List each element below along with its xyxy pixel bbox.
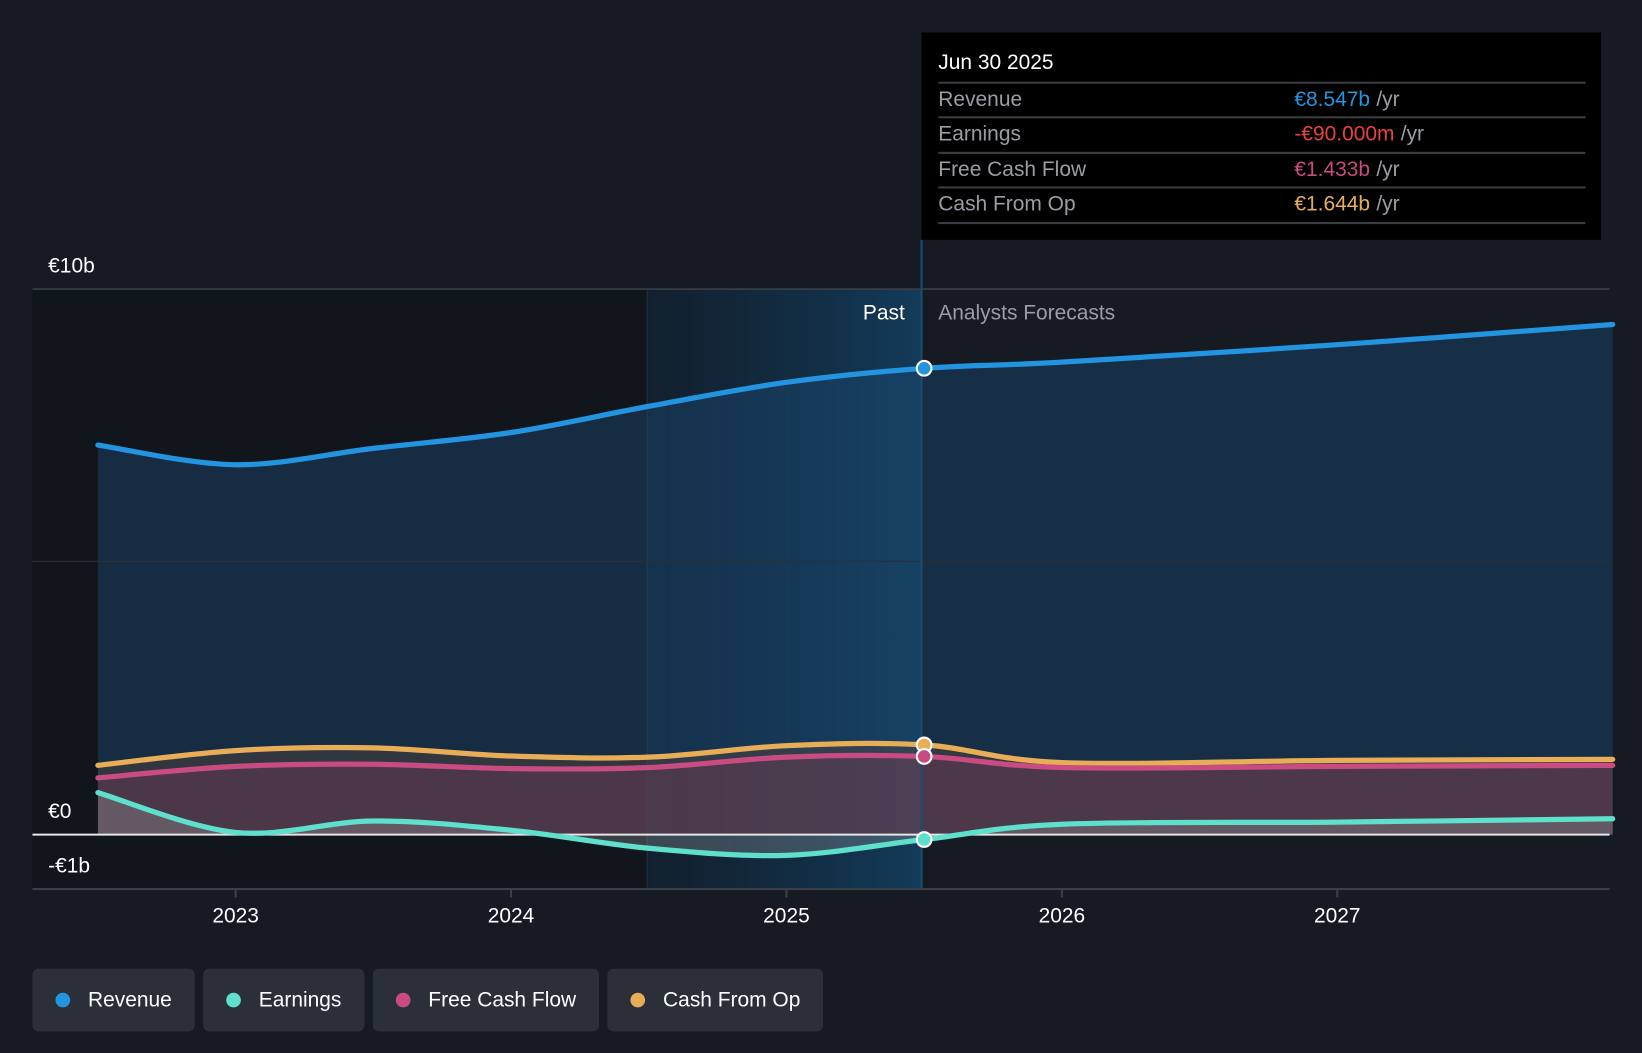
tooltip-date: Jun 30 2025 xyxy=(938,51,1054,75)
tooltip-row-cfo: Cash From Op €1.644b/yr xyxy=(938,186,1586,223)
legend-label: Revenue xyxy=(87,988,172,1012)
fcf-dot-icon xyxy=(395,992,411,1008)
tooltip-label: Earnings xyxy=(938,122,1021,146)
revenue-marker xyxy=(915,359,933,377)
earnings-line xyxy=(95,789,1616,859)
y-tick-label: €10b xyxy=(48,254,95,277)
revenue-line xyxy=(95,321,1616,468)
legend-label: Earnings xyxy=(258,988,342,1012)
legend-label: Cash From Op xyxy=(663,988,801,1012)
tooltip-label: Revenue xyxy=(938,87,1023,112)
legend-item-revenue[interactable]: Revenue xyxy=(32,968,195,1032)
tooltip-divider xyxy=(938,222,1586,225)
past-label: Past xyxy=(863,301,905,324)
x-tick-label: 2024 xyxy=(488,905,535,928)
tooltip-label: Cash From Op xyxy=(938,192,1076,216)
legend: Revenue Earnings Free Cash Flow Cash Fro… xyxy=(32,968,824,1032)
forecast-label: Analysts Forecasts xyxy=(938,301,1115,324)
legend-item-cash-from-op[interactable]: Cash From Op xyxy=(607,968,824,1032)
tooltip-value: €1.433b/yr xyxy=(1294,158,1400,182)
cfo-dot-icon xyxy=(630,992,646,1008)
free-cash-flow-line xyxy=(95,752,1616,781)
tooltip-label: Free Cash Flow xyxy=(938,158,1087,182)
earnings-marker xyxy=(915,831,933,848)
tooltip-value: €1.644b/yr xyxy=(1294,192,1400,216)
free-cash-flow-area xyxy=(97,755,1613,835)
legend-label: Free Cash Flow xyxy=(428,988,577,1012)
x-tick-label: 2025 xyxy=(763,905,810,928)
pre-highlight-region xyxy=(32,289,648,890)
free-cash-flow-marker xyxy=(915,748,933,765)
x-tick-label: 2026 xyxy=(1039,905,1086,928)
tooltip: Jun 30 2025 Revenue €8.547b/yr Earnings … xyxy=(921,32,1602,240)
tooltip-value: -€90.000m/yr xyxy=(1294,122,1425,146)
tooltip-value: €8.547b/yr xyxy=(1294,87,1400,112)
x-tick-label: 2027 xyxy=(1314,905,1361,928)
revenue-dot-icon xyxy=(55,992,71,1008)
x-tick-label: 2023 xyxy=(212,905,259,928)
earnings-dot-icon xyxy=(226,992,241,1008)
y-tick-label: €0 xyxy=(48,800,71,823)
legend-item-earnings[interactable]: Earnings xyxy=(203,968,365,1032)
tooltip-row-revenue: Revenue €8.547b/yr xyxy=(938,81,1586,119)
cash-from-op-line xyxy=(95,740,1616,768)
past-highlight-region xyxy=(647,289,922,890)
tooltip-row-earnings: Earnings -€90.000m/yr xyxy=(938,116,1586,153)
tooltip-row-fcf: Free Cash Flow €1.433b/yr xyxy=(938,151,1586,189)
revenue-area xyxy=(97,324,1613,835)
y-tick-label: -€1b xyxy=(48,854,90,877)
legend-item-free-cash-flow[interactable]: Free Cash Flow xyxy=(372,968,600,1032)
